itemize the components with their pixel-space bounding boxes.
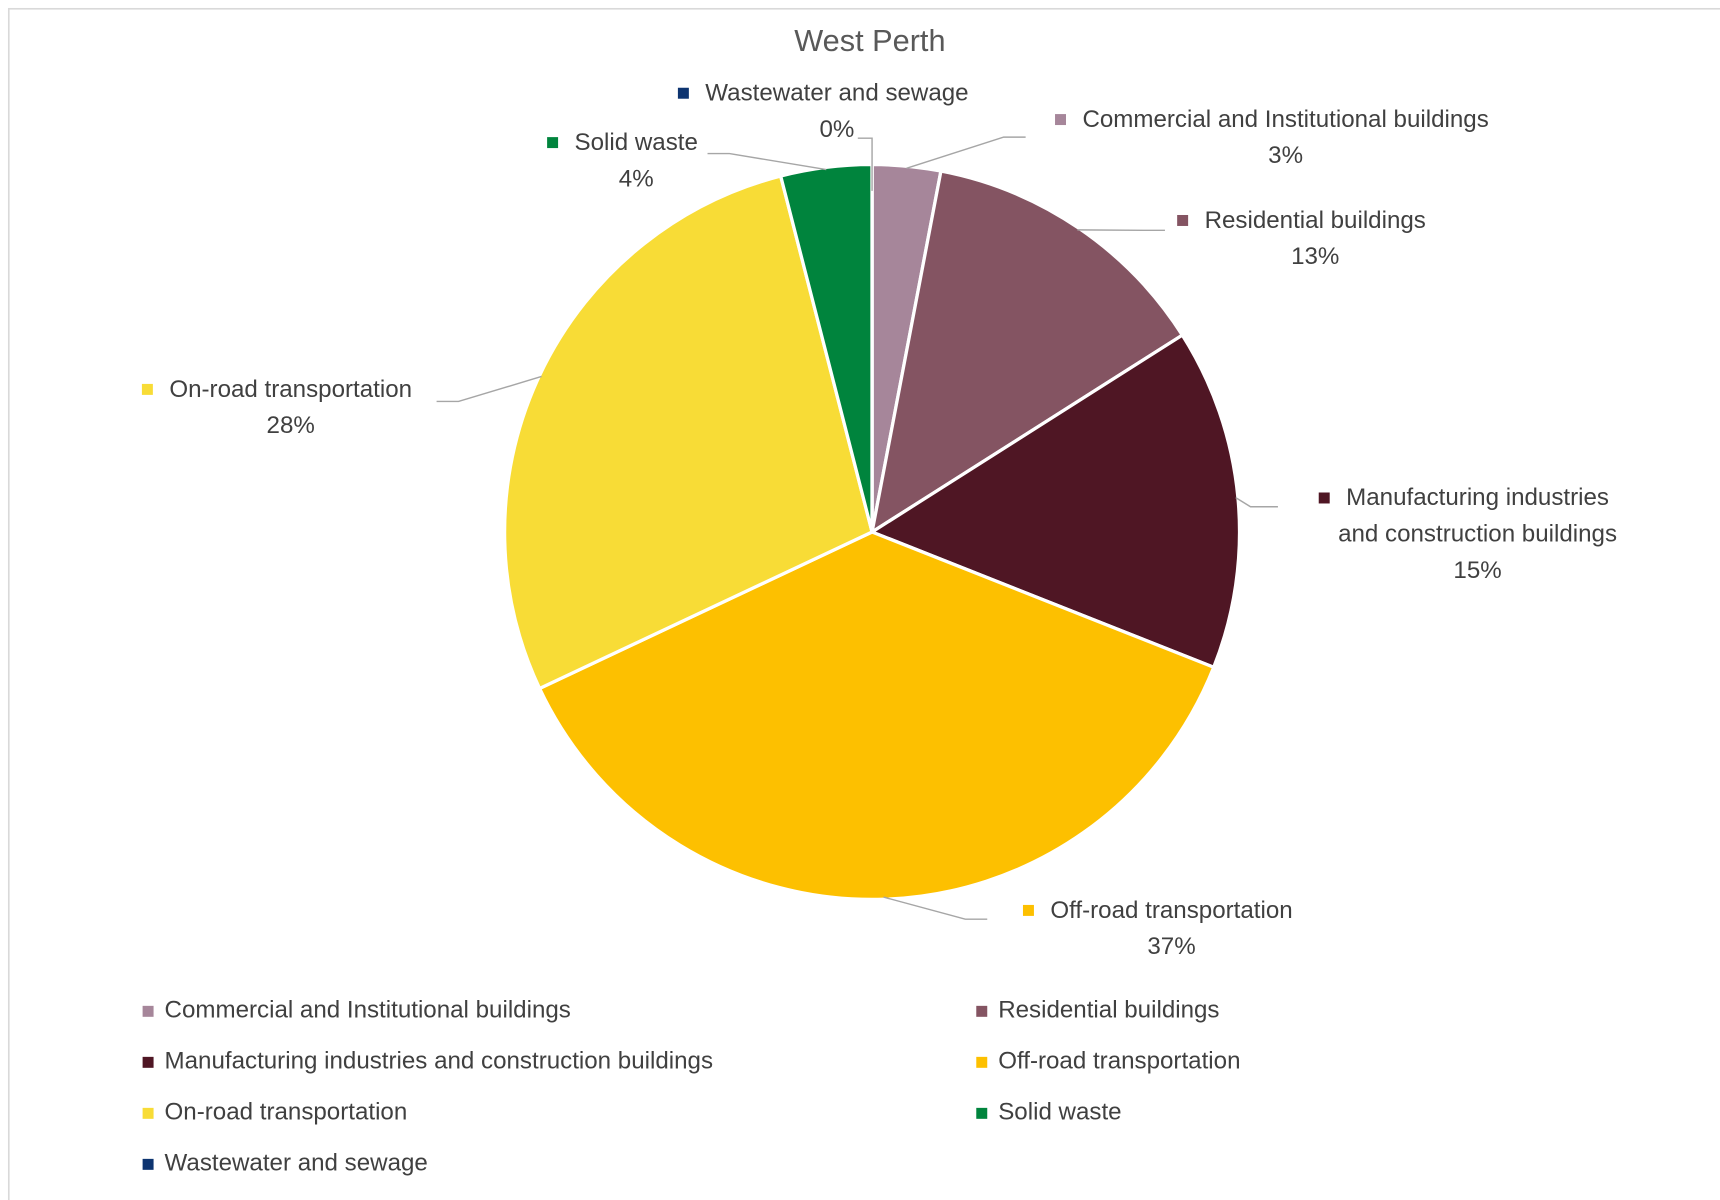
- pie-slice: [502, 174, 874, 691]
- data-label-value: 4%: [619, 165, 654, 192]
- leader-line: [857, 137, 873, 191]
- data-label-value: 3%: [1268, 142, 1303, 169]
- legend-label: Commercial and Institutional buildings: [165, 997, 571, 1024]
- legend-swatch: [142, 1158, 154, 1170]
- data-label-value: 15%: [1453, 557, 1501, 584]
- legend-swatch: [142, 1056, 154, 1068]
- data-label-value: 13%: [1291, 243, 1339, 270]
- data-label-value: 28%: [267, 412, 315, 439]
- leader-line: [436, 375, 542, 403]
- legend-swatch: [142, 1107, 154, 1119]
- label-marker: [1318, 492, 1330, 504]
- legend-swatch: [976, 1107, 988, 1119]
- data-label-name: Wastewater and sewage: [705, 80, 968, 107]
- pie-slice: [537, 530, 1216, 902]
- leader-line: [883, 896, 988, 920]
- data-label-value: 0%: [820, 116, 855, 143]
- label-marker: [1022, 904, 1034, 916]
- leader-line: [906, 136, 1026, 170]
- data-label-name: Commercial and Institutional buildings: [1082, 106, 1488, 133]
- data-label-name: Residential buildings: [1205, 207, 1426, 234]
- data-label-name: Solid waste: [575, 129, 698, 156]
- data-label-value: 37%: [1147, 933, 1195, 960]
- label-marker: [1177, 214, 1189, 226]
- label-marker: [1055, 114, 1066, 126]
- leader-line: [1235, 497, 1278, 508]
- legend-label: Solid waste: [998, 1099, 1121, 1126]
- leader-line: [707, 152, 827, 171]
- chart-title: West Perth: [794, 23, 945, 58]
- legend-label: Off-road transportation: [998, 1048, 1240, 1075]
- legend-label: On-road transportation: [165, 1099, 408, 1126]
- pie-slice: [868, 332, 1242, 670]
- label-marker: [677, 87, 689, 99]
- data-label-name: On-road transportation: [169, 376, 412, 403]
- legend-label: Residential buildings: [998, 997, 1219, 1024]
- legend-swatch: [976, 1056, 988, 1068]
- data-label-name: Manufacturing industries and construction…: [1338, 484, 1617, 547]
- data-label-name: Off-road transportation: [1050, 897, 1292, 924]
- legend-swatch: [142, 1005, 154, 1017]
- legend-swatch: [976, 1005, 988, 1017]
- legend-label: Manufacturing industries and constructio…: [165, 1048, 714, 1075]
- pie-slice: [869, 169, 1185, 536]
- label-marker: [547, 137, 559, 149]
- legend-label: Wastewater and sewage: [165, 1150, 428, 1177]
- label-marker: [141, 383, 153, 395]
